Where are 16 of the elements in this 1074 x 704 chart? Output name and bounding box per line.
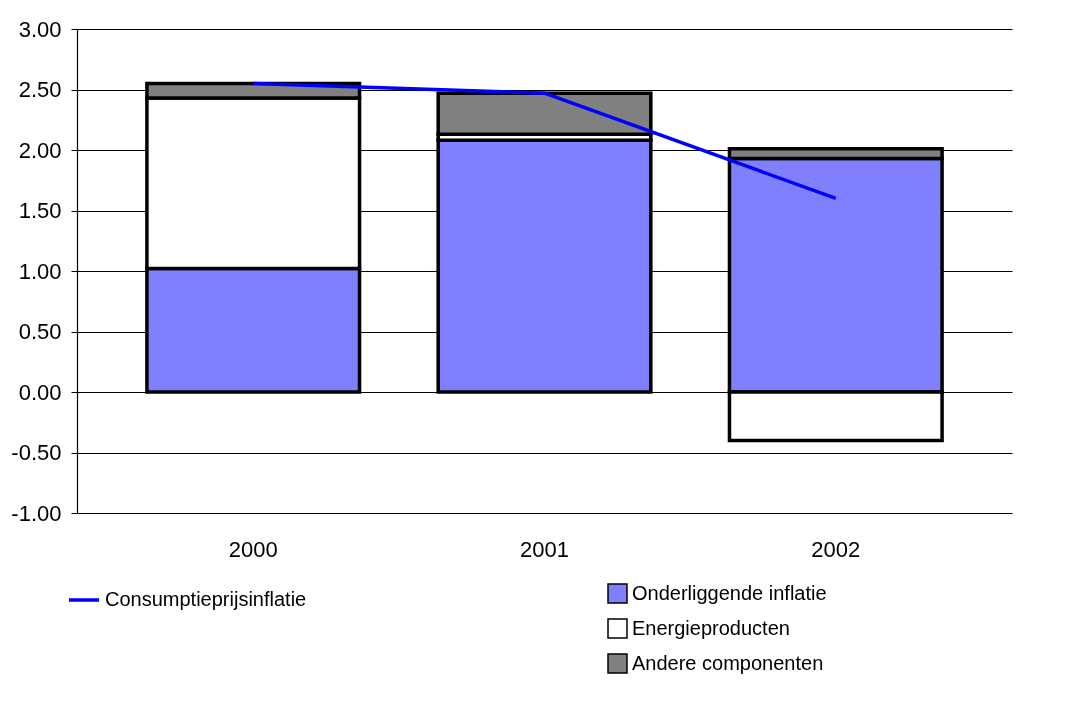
y-tick-label: 2.00 [18, 137, 62, 163]
legend-label: Energieproducten [632, 616, 790, 639]
y-tick-label: -0.50 [11, 440, 62, 465]
x-tick-label: 2001 [520, 536, 569, 562]
y-tick-label: 1.00 [18, 258, 62, 284]
y-tick-label: 0.50 [18, 319, 62, 344]
x-tick-label: 2002 [811, 536, 861, 562]
y-tick-label: 2.50 [18, 77, 62, 102]
legend-label: Consumptieprijsinflatie [105, 588, 307, 610]
y-tick-label: -1.00 [11, 500, 62, 526]
legend-label: Onderliggende inflatie [632, 581, 827, 604]
y-tick-label: 1.50 [18, 198, 62, 223]
y-tick-label: 0.00 [18, 379, 62, 405]
x-tick-label: 2000 [228, 536, 278, 562]
legend-label: Andere componenten [632, 651, 824, 674]
y-tick-label: 3.00 [18, 16, 62, 42]
